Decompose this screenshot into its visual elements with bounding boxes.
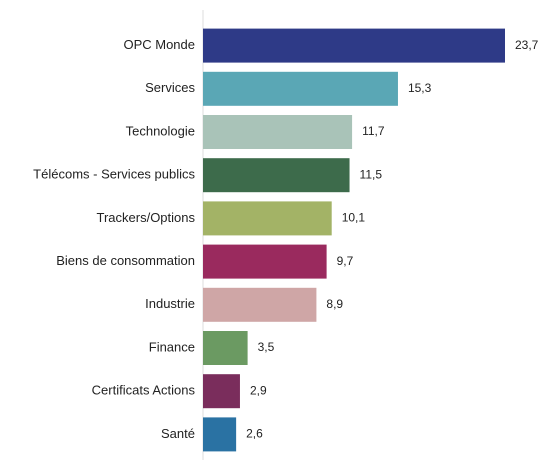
value-label: 10,1: [342, 211, 366, 225]
category-label: Certificats Actions: [92, 383, 196, 398]
value-label: 11,7: [362, 124, 385, 138]
category-label: Industrie: [145, 296, 195, 311]
value-label: 11,5: [360, 167, 383, 181]
value-label: 9,7: [337, 254, 354, 268]
category-label: Services: [145, 80, 195, 95]
category-label: Télécoms - Services publics: [33, 167, 195, 182]
bar: [203, 201, 332, 236]
value-label: 15,3: [408, 81, 432, 95]
value-label: 3,5: [258, 340, 275, 354]
category-label: OPC Monde: [123, 37, 195, 52]
category-label: Biens de consommation: [56, 253, 195, 268]
value-label: 8,9: [326, 297, 343, 311]
value-label: 2,9: [250, 383, 267, 397]
category-label: Finance: [149, 339, 195, 354]
value-label: 23,7: [515, 38, 539, 52]
bar: [203, 71, 398, 106]
category-label: Santé: [161, 426, 195, 441]
bar: [203, 158, 350, 193]
bar: [203, 374, 240, 409]
bar: [203, 115, 353, 149]
category-label: Trackers/Options: [97, 210, 196, 225]
bar: [203, 244, 327, 279]
bar: [203, 331, 248, 365]
category-label: Technologie: [126, 123, 195, 138]
bar: [203, 28, 505, 63]
bar: [203, 417, 237, 452]
bar: [203, 287, 317, 322]
value-label: 2,6: [246, 427, 263, 441]
